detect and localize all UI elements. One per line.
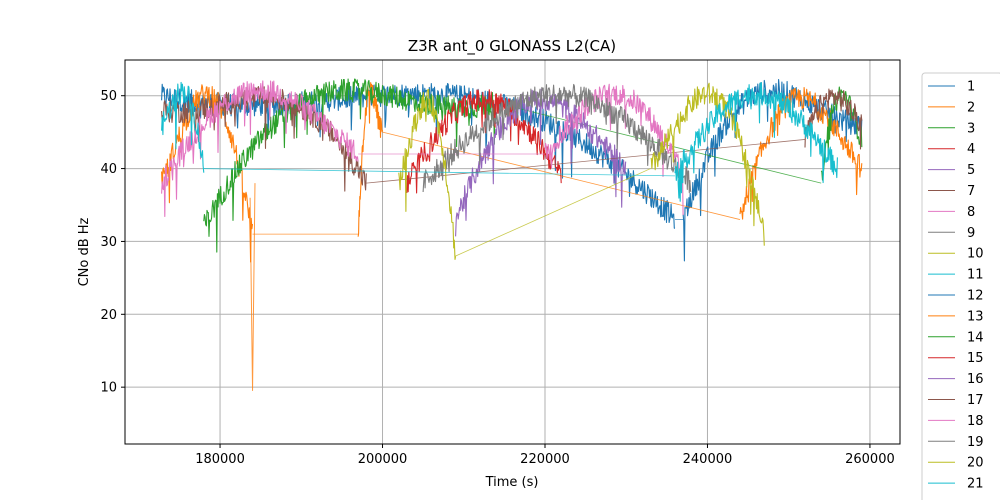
x-tick-label: 260000 xyxy=(845,452,895,467)
series-connector-10 xyxy=(455,168,651,257)
legend-item-9: 9 xyxy=(928,226,975,241)
legend-item-10: 10 xyxy=(928,247,984,262)
axes-frame xyxy=(124,59,901,445)
series-10 xyxy=(398,82,765,260)
series-9 xyxy=(422,83,692,194)
legend-label: 3 xyxy=(967,121,975,136)
legend-label: 9 xyxy=(967,226,975,241)
series-spike-2 xyxy=(249,183,256,391)
legend-item-5: 5 xyxy=(928,163,975,178)
legend-item-1: 1 xyxy=(928,80,975,95)
legend-label: 8 xyxy=(967,205,975,220)
x-tick-label: 240000 xyxy=(683,452,733,467)
x-axis-label: Time (s) xyxy=(485,475,539,490)
legend-label: 15 xyxy=(967,351,984,366)
legend-label: 4 xyxy=(967,142,975,157)
series-connector-11 xyxy=(203,168,675,177)
series-layer xyxy=(161,78,863,391)
y-tick-label: 30 xyxy=(100,235,117,250)
legend-item-12: 12 xyxy=(928,289,984,304)
legend-label: 18 xyxy=(967,414,984,429)
legend-item-19: 19 xyxy=(928,435,984,450)
y-axis-label: CNo dB Hz xyxy=(77,217,92,286)
legend-item-15: 15 xyxy=(928,351,984,366)
series-line-1 xyxy=(161,83,676,229)
x-tick-label: 200000 xyxy=(358,452,408,467)
plot-area xyxy=(161,78,863,391)
series-line-8 xyxy=(544,83,684,216)
legend-label: 10 xyxy=(967,247,984,262)
legend-label: 12 xyxy=(967,289,984,304)
series-line-10 xyxy=(650,82,765,246)
legend-item-21: 21 xyxy=(928,477,984,492)
legend-label: 20 xyxy=(967,456,984,471)
series-line-11 xyxy=(161,81,205,173)
legend-label: 13 xyxy=(967,309,984,324)
series-11 xyxy=(161,81,838,202)
legend-item-7: 7 xyxy=(928,184,975,199)
legend-label: 17 xyxy=(967,393,984,408)
legend-item-17: 17 xyxy=(928,393,984,408)
legend-label: 16 xyxy=(967,372,984,387)
legend-item-16: 16 xyxy=(928,372,984,387)
legend-item-2: 2 xyxy=(928,100,975,115)
series-line-4 xyxy=(406,89,562,194)
y-tick-label: 10 xyxy=(100,381,117,396)
legend-frame xyxy=(921,72,1000,500)
series-line-10 xyxy=(398,88,457,260)
x-axis: 180000 200000 220000 240000 260000 xyxy=(195,444,895,467)
legend-item-3: 3 xyxy=(928,121,975,136)
x-tick-label: 220000 xyxy=(520,452,570,467)
legend-item-11: 11 xyxy=(928,268,984,283)
y-tick-label: 20 xyxy=(100,308,117,323)
legend-item-20: 20 xyxy=(928,456,984,471)
legend-label: 1 xyxy=(967,80,975,95)
legend-label: 11 xyxy=(967,268,984,283)
x-tick-label: 180000 xyxy=(195,452,245,467)
legend-label: 19 xyxy=(967,435,984,450)
series-line-8 xyxy=(161,80,359,218)
y-tick-label: 50 xyxy=(100,89,117,104)
legend-item-14: 14 xyxy=(928,330,984,345)
legend-item-8: 8 xyxy=(928,205,975,220)
series-line-2 xyxy=(739,87,863,220)
legend-label: 5 xyxy=(967,163,975,178)
chart-title: Z3R ant_0 GLONASS L2(CA) xyxy=(408,37,616,56)
series-4 xyxy=(406,89,562,194)
series-line-9 xyxy=(422,83,692,194)
series-line-3 xyxy=(203,78,497,253)
series-5 xyxy=(455,88,627,237)
legend-label: 14 xyxy=(967,330,984,345)
legend-item-4: 4 xyxy=(928,142,975,157)
y-tick-label: 40 xyxy=(100,162,117,177)
series-line-5 xyxy=(455,88,627,237)
legend-label: 7 xyxy=(967,184,975,199)
legend-item-18: 18 xyxy=(928,414,984,429)
legend-label: 2 xyxy=(967,100,975,115)
y-axis: 10 20 30 40 50 xyxy=(100,89,125,396)
legend-item-13: 13 xyxy=(928,309,984,324)
series-line-11 xyxy=(674,82,838,202)
series-line-7 xyxy=(804,88,863,150)
legend-label: 21 xyxy=(967,477,984,492)
